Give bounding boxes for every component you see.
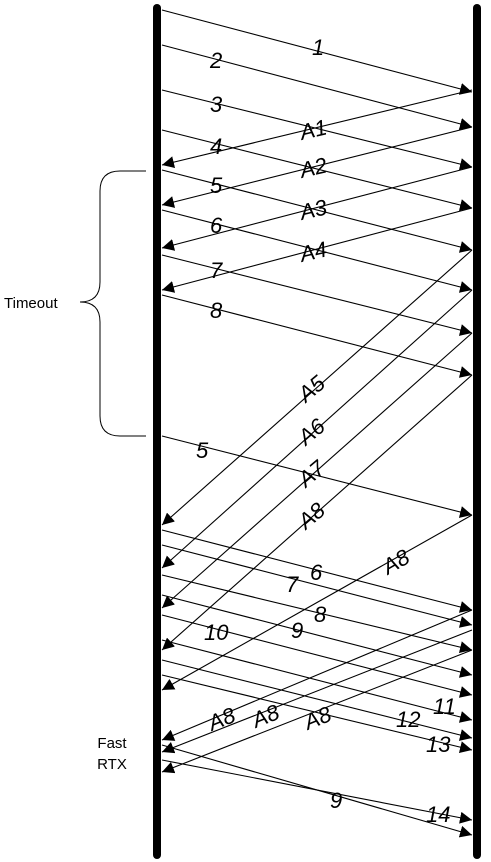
- segment-9-label: 9: [291, 618, 303, 643]
- timeout-brace: [79, 170, 146, 437]
- segment-12-label: 12: [396, 707, 420, 732]
- ack-a3-arrow: [161, 166, 473, 251]
- dup-ack-a8-1-label: A8: [203, 702, 240, 736]
- segment-13-label: 13: [426, 732, 451, 757]
- segment-7-arrow: [161, 254, 473, 336]
- segment-5-retransmit-arrow: [161, 435, 473, 518]
- ack-a4-label: A4: [296, 236, 330, 267]
- fast-rtx-label-line2: RTX: [97, 756, 127, 773]
- ack-a5-label: A5: [292, 370, 331, 408]
- ack-a8-arrow: [161, 374, 473, 651]
- segment-6-arrow: [161, 209, 473, 293]
- ack-a6-label: A6: [292, 413, 331, 451]
- segment-11-arrow: [161, 639, 473, 723]
- ack-a7-arrow: [161, 332, 473, 609]
- ack-a8-after-retransmit-arrow: [161, 514, 473, 691]
- segment-10-label: 10: [204, 620, 229, 645]
- segment-13-arrow: [161, 674, 473, 754]
- ack-a2-arrow: [161, 126, 473, 208]
- segment-6b-label: 6: [310, 560, 323, 585]
- segment-5-arrow: [161, 169, 473, 253]
- segment-10-arrow: [161, 614, 473, 698]
- dup-ack-a8-3-arrow: [161, 649, 473, 774]
- segment-7b-label: 7: [286, 572, 299, 597]
- segment-8-arrow: [161, 294, 473, 378]
- dup-ack-a8-2-arrow: [161, 629, 473, 754]
- ack-a2-label: A2: [296, 152, 330, 183]
- segment-8b-label: 8: [314, 602, 327, 627]
- segment-8-label: 8: [210, 298, 223, 323]
- segment-1-arrow: [161, 9, 473, 95]
- dup-ack-a8-2-label: A8: [247, 699, 284, 733]
- segment-12-arrow: [161, 659, 473, 741]
- segment-6b-arrow: [161, 529, 473, 613]
- segment-5-label: 5: [210, 173, 223, 198]
- segment-3-label: 3: [210, 92, 223, 117]
- segment-9-arrow: [161, 594, 473, 678]
- ack-a1-arrow: [161, 89, 473, 169]
- segment-7b-arrow: [161, 544, 473, 628]
- dup-ack-a8-1-arrow: [161, 609, 473, 741]
- ack-a4-arrow: [161, 207, 473, 293]
- segment-8b-arrow: [161, 574, 473, 654]
- fast-rtx-label-line1: Fast: [97, 735, 127, 752]
- segment-11-label: 11: [433, 694, 456, 719]
- segment-7-label: 7: [210, 258, 223, 283]
- segment-14-label: 14: [426, 802, 450, 827]
- segment-9-fast-retransmit-label: 9: [330, 788, 342, 813]
- segment-14-arrow: [161, 759, 473, 824]
- segment-1-label: 1: [312, 35, 324, 60]
- segment-3-arrow: [161, 89, 473, 170]
- segment-5-retransmit-label: 5: [196, 438, 209, 463]
- timeout-label: Timeout: [4, 295, 58, 312]
- segment-4-arrow: [161, 129, 473, 211]
- segment-2-arrow: [161, 44, 473, 130]
- ack-a6-arrow: [161, 289, 473, 569]
- ack-a1-label: A1: [296, 114, 330, 145]
- ack-a8-after-retransmit-label: A8: [376, 544, 414, 580]
- segment-2-label: 2: [209, 48, 222, 73]
- ack-a3-label: A3: [296, 194, 331, 225]
- ack-a5-arrow: [161, 249, 473, 526]
- segment-6-label: 6: [210, 213, 223, 238]
- segment-4-label: 4: [210, 134, 222, 159]
